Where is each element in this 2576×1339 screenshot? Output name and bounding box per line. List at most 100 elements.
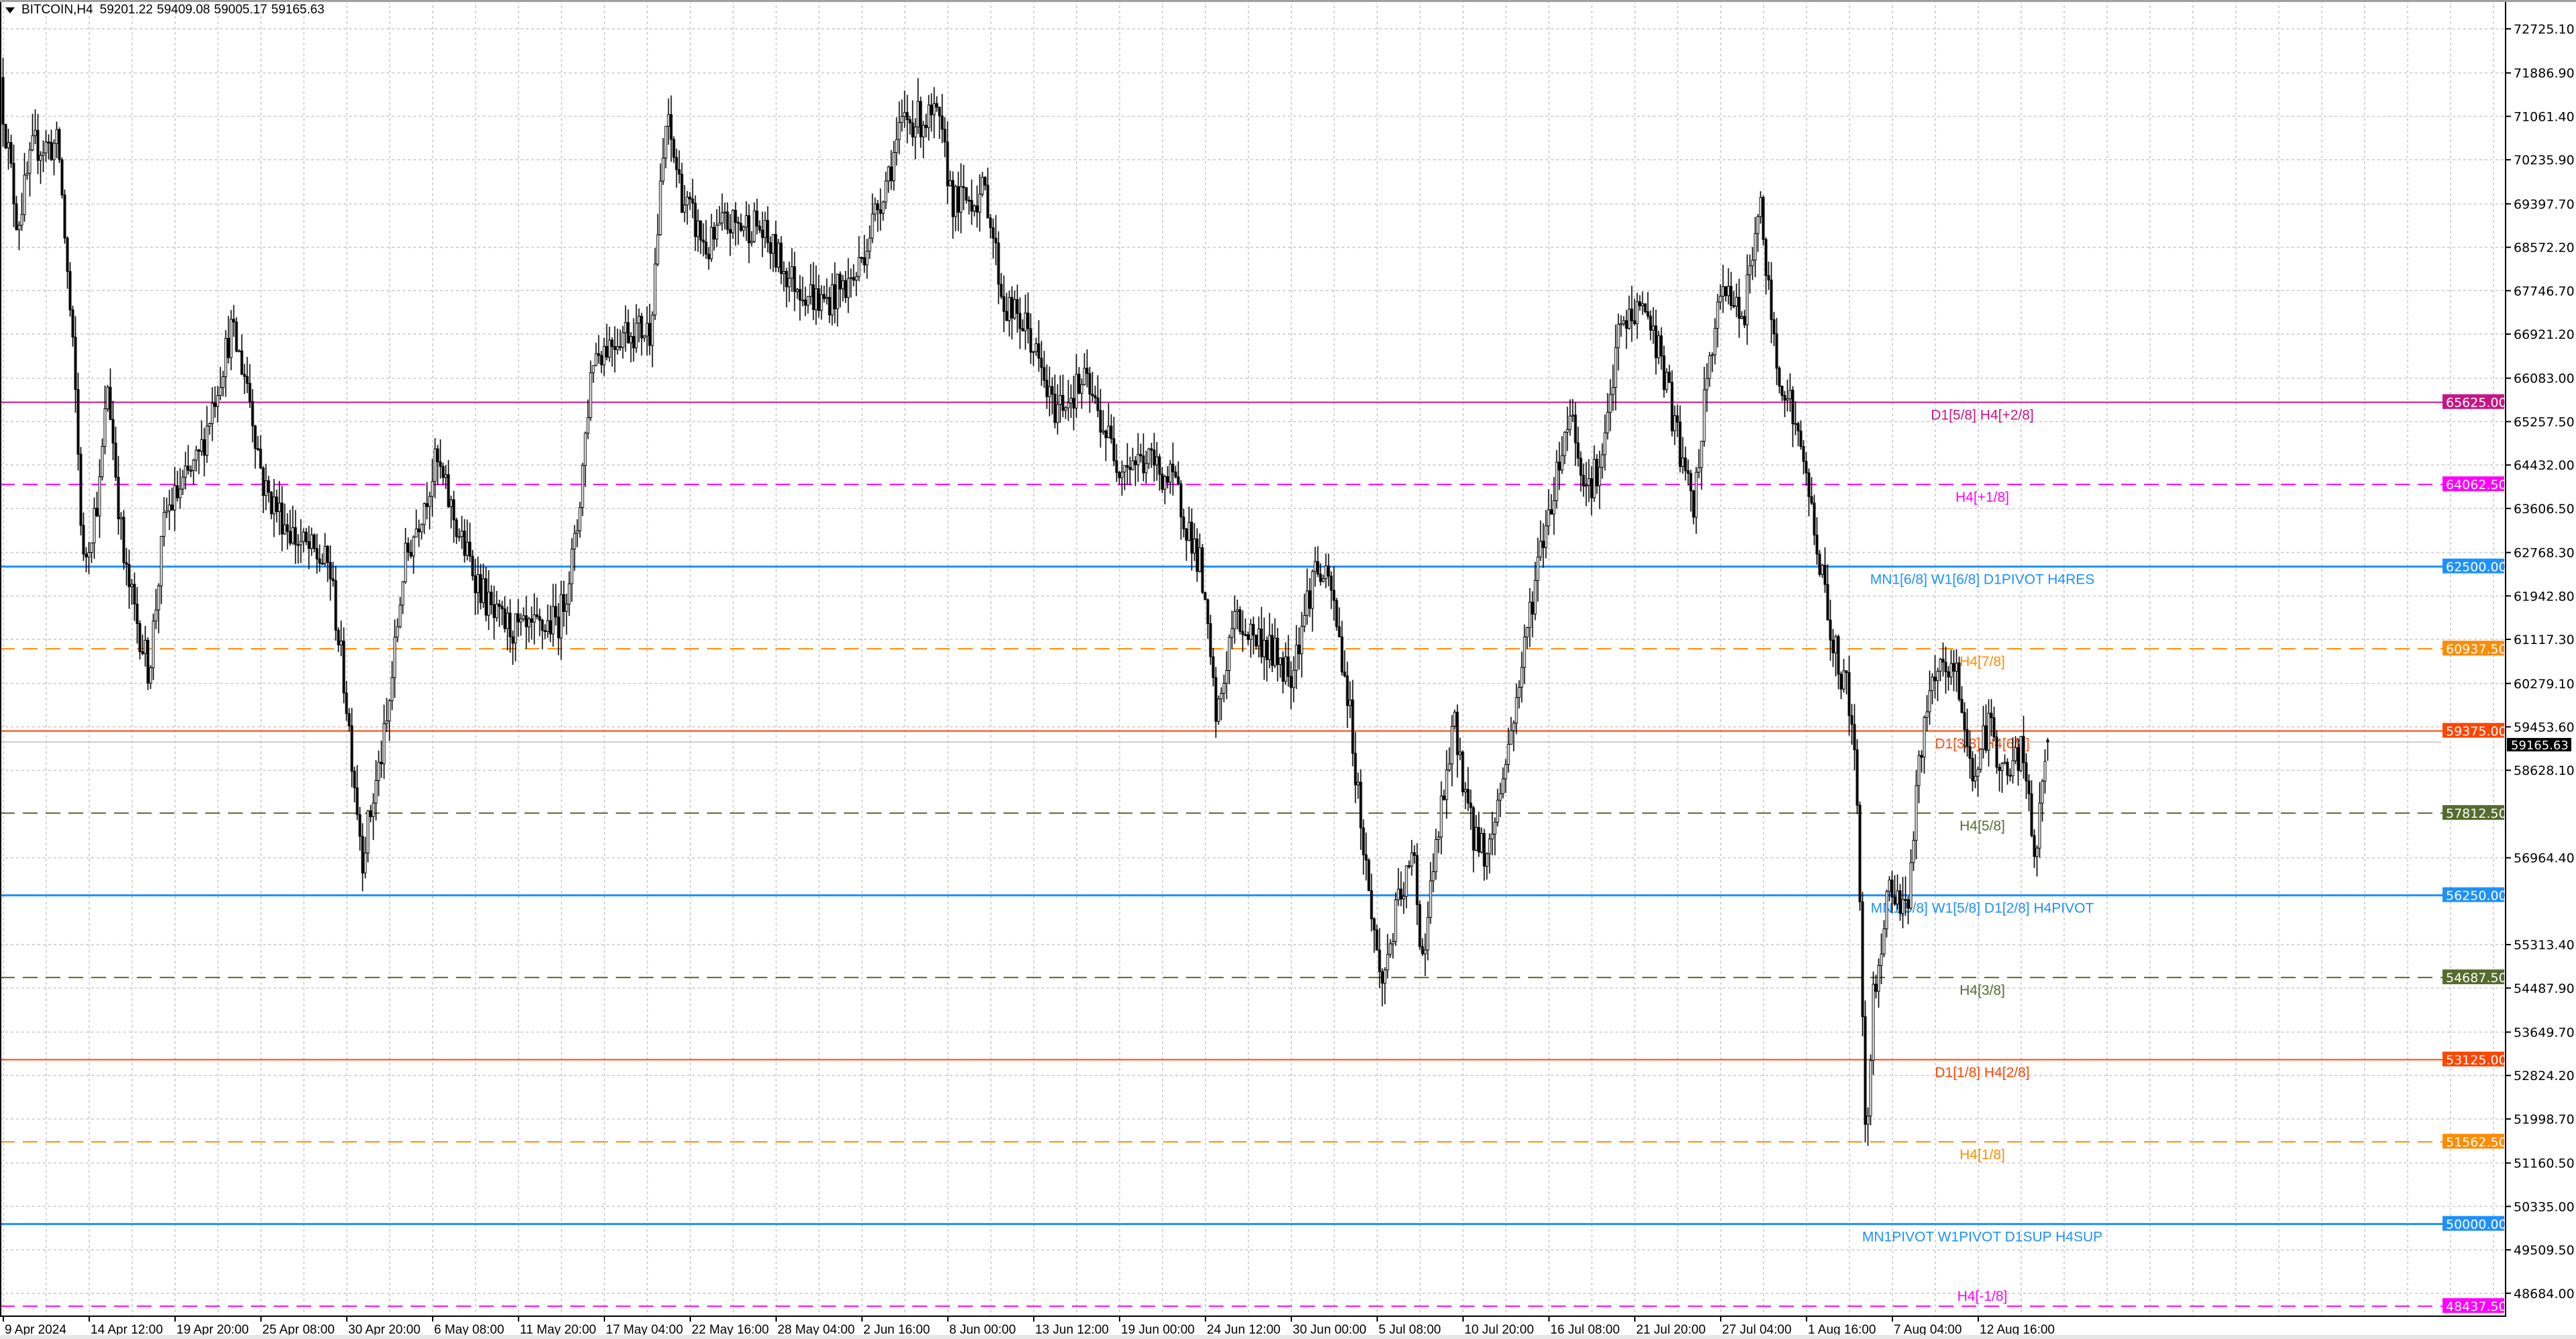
candle-bull: [849, 277, 853, 279]
candle-bull: [98, 476, 101, 517]
candle-bull: [1652, 325, 1655, 331]
candle-bear: [1456, 712, 1459, 755]
candle-bull: [651, 315, 654, 346]
candle-bull: [1383, 969, 1387, 984]
candle-bull: [1048, 386, 1051, 397]
candle-bear: [1807, 472, 1811, 497]
candle-bear: [962, 186, 965, 189]
triangle-down-icon[interactable]: [5, 7, 15, 13]
candle-bull: [87, 552, 91, 557]
candle-bear: [1941, 659, 1945, 663]
candle-bear: [350, 725, 354, 772]
candle-bull: [1901, 899, 1904, 914]
level-label: MN1[5/8] W1[5/8] D1[2/8] H4PIVOT: [1871, 901, 2094, 916]
candle-bear: [498, 603, 501, 607]
candle-bear: [95, 508, 99, 517]
candle-bear: [938, 107, 941, 117]
candle-bear: [1359, 782, 1362, 828]
candle-bear: [943, 129, 947, 143]
time-axis-label: 16 Jul 08:00: [1550, 1323, 1620, 1337]
candle-bear: [358, 814, 362, 837]
candle-bear: [1171, 464, 1175, 473]
candle-bear: [1415, 855, 1419, 905]
time-axis-label: 21 Jul 20:00: [1636, 1323, 1706, 1337]
candle-bull: [34, 129, 37, 136]
candle-bear: [1826, 584, 1829, 621]
candle-bull: [1386, 954, 1389, 971]
candle-bear: [1737, 297, 1741, 319]
candle-bull: [1517, 687, 1521, 698]
candle-bull: [895, 139, 898, 153]
candle-bull: [645, 323, 649, 337]
candle-bear: [1413, 852, 1416, 856]
candle-bear: [1692, 490, 1695, 518]
time-axis-label: 19 Jun 00:00: [1121, 1323, 1195, 1337]
candle-bull: [1512, 722, 1515, 731]
candle-bear: [1579, 458, 1582, 476]
candle-bull: [1794, 423, 1797, 425]
candle-bull: [1228, 637, 1231, 671]
candle-bear: [543, 630, 547, 632]
candle-bull: [149, 667, 152, 684]
candle-bull: [686, 197, 689, 205]
candle-bear: [1195, 538, 1199, 572]
candle-bear: [839, 274, 842, 290]
candle-bear: [331, 578, 335, 582]
candle-bull: [1609, 394, 1612, 413]
candle-bull: [1485, 853, 1489, 867]
candle-bear: [946, 142, 949, 186]
level-price-tag-text: 50000.00: [2446, 1218, 2507, 1232]
candle-bear: [1531, 602, 1534, 614]
candle-bull: [2011, 760, 2015, 777]
candle-bear: [538, 616, 541, 621]
candle-bear: [1212, 656, 1215, 678]
candle-bull: [1547, 509, 1550, 527]
candle-bear: [246, 376, 249, 384]
candle-bull: [621, 332, 625, 348]
candle-bull: [1700, 441, 1703, 468]
candle-bull: [302, 531, 305, 542]
candle-bear: [1861, 901, 1864, 1018]
candle-bull: [1279, 657, 1282, 665]
candle-bull: [181, 476, 184, 490]
candle-bull: [495, 603, 498, 619]
candle-bear: [2006, 761, 2009, 776]
candle-bear: [133, 584, 136, 605]
level-label: H4[-1/8]: [1957, 1289, 2008, 1304]
candle-bull: [7, 142, 10, 149]
candle-bull: [1759, 197, 1762, 217]
candle-bull: [1931, 676, 1934, 692]
candle-bear: [1037, 343, 1040, 359]
candle-bear: [1810, 496, 1813, 504]
candle-bear: [726, 211, 729, 230]
candle-bear: [1689, 473, 1693, 492]
candle-bear: [758, 225, 761, 231]
candle-bear: [924, 125, 928, 128]
candle-bull: [237, 350, 241, 353]
candle-bear: [640, 315, 643, 339]
candle-bull: [750, 241, 753, 244]
price-axis-label: 53649.70: [2514, 1026, 2575, 1040]
candle-bull: [291, 527, 294, 544]
candle-bull: [1305, 590, 1309, 616]
candle-bear: [769, 242, 772, 254]
candle-bear: [85, 553, 88, 557]
candle-bull: [1872, 983, 1875, 1061]
candle-bear: [1088, 373, 1091, 394]
candle-bear: [2033, 835, 2036, 857]
candle-bear: [844, 280, 847, 299]
candle-bull: [683, 204, 686, 213]
candle-bear: [517, 613, 520, 623]
candle-bull: [1163, 476, 1167, 490]
candle-bear: [793, 266, 796, 292]
candle-bear: [1201, 547, 1204, 593]
candle-bear: [1837, 636, 1840, 675]
candle-bull: [1499, 793, 1502, 801]
candle-bear: [474, 575, 477, 594]
candle-bull: [814, 288, 818, 311]
candle-bull: [1746, 274, 1749, 325]
candle-bull: [1013, 299, 1016, 319]
candle-bear: [1483, 833, 1486, 867]
